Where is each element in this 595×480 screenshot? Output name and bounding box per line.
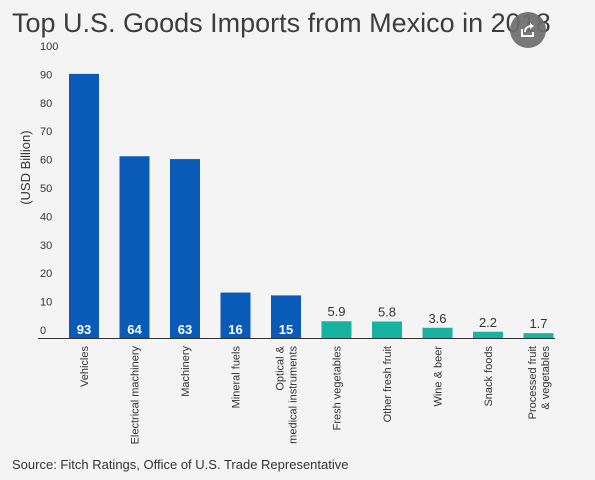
data-label: 2.2 (479, 315, 497, 330)
y-axis-label: (USD Billion) (18, 130, 33, 204)
data-label: 1.7 (529, 316, 547, 331)
x-tick-label: Electrical machinery (130, 346, 142, 445)
y-tick-label: 10 (40, 297, 52, 309)
y-tick-label: 60 (40, 155, 52, 167)
y-tick-label: 100 (40, 41, 58, 53)
x-tick-label: Wine & beer (433, 346, 445, 407)
bar (422, 327, 453, 338)
x-tick-label: Processed fruit& vegetables (527, 346, 552, 420)
bar (321, 321, 352, 338)
bar (271, 295, 301, 338)
data-label: 5.9 (327, 304, 345, 319)
data-label: 5.8 (378, 305, 396, 320)
bar (523, 333, 554, 338)
bar (119, 156, 150, 338)
bar (69, 73, 99, 338)
data-label: 93 (77, 322, 91, 337)
y-tick-label: 20 (40, 268, 52, 280)
bar (372, 321, 402, 338)
x-tick-label: Vehicles (79, 346, 91, 387)
share-button[interactable] (510, 12, 546, 48)
x-tick-label: Other fresh fruit (382, 346, 394, 422)
y-tick-label: 90 (40, 69, 52, 81)
y-tick-label: 30 (40, 240, 52, 252)
source-note: Source: Fitch Ratings, Office of U.S. Tr… (12, 457, 349, 472)
bar (170, 159, 200, 338)
x-tick-label: Machinery (180, 346, 192, 397)
share-icon (521, 23, 534, 37)
chart-title: Top U.S. Goods Imports from Mexico in 20… (12, 8, 551, 38)
y-tick-label: 70 (40, 126, 52, 138)
y-tick-label: 80 (40, 98, 52, 110)
bar (220, 292, 251, 338)
data-label: 15 (279, 322, 293, 337)
data-label: 16 (228, 322, 242, 337)
x-tick-label: Mineral fuels (231, 346, 243, 409)
data-label: 3.6 (428, 311, 446, 326)
x-tick-label: Optical &medical instruments (275, 345, 300, 443)
x-tick-label: Snack foods (483, 346, 495, 407)
y-tick-label: 40 (40, 211, 52, 223)
bar (473, 331, 503, 338)
data-label: 64 (127, 322, 142, 337)
data-label: 63 (178, 322, 192, 337)
y-tick-label: 0 (40, 325, 46, 337)
x-tick-label: Fresh vegetables (332, 346, 344, 431)
y-tick-label: 50 (40, 183, 52, 195)
